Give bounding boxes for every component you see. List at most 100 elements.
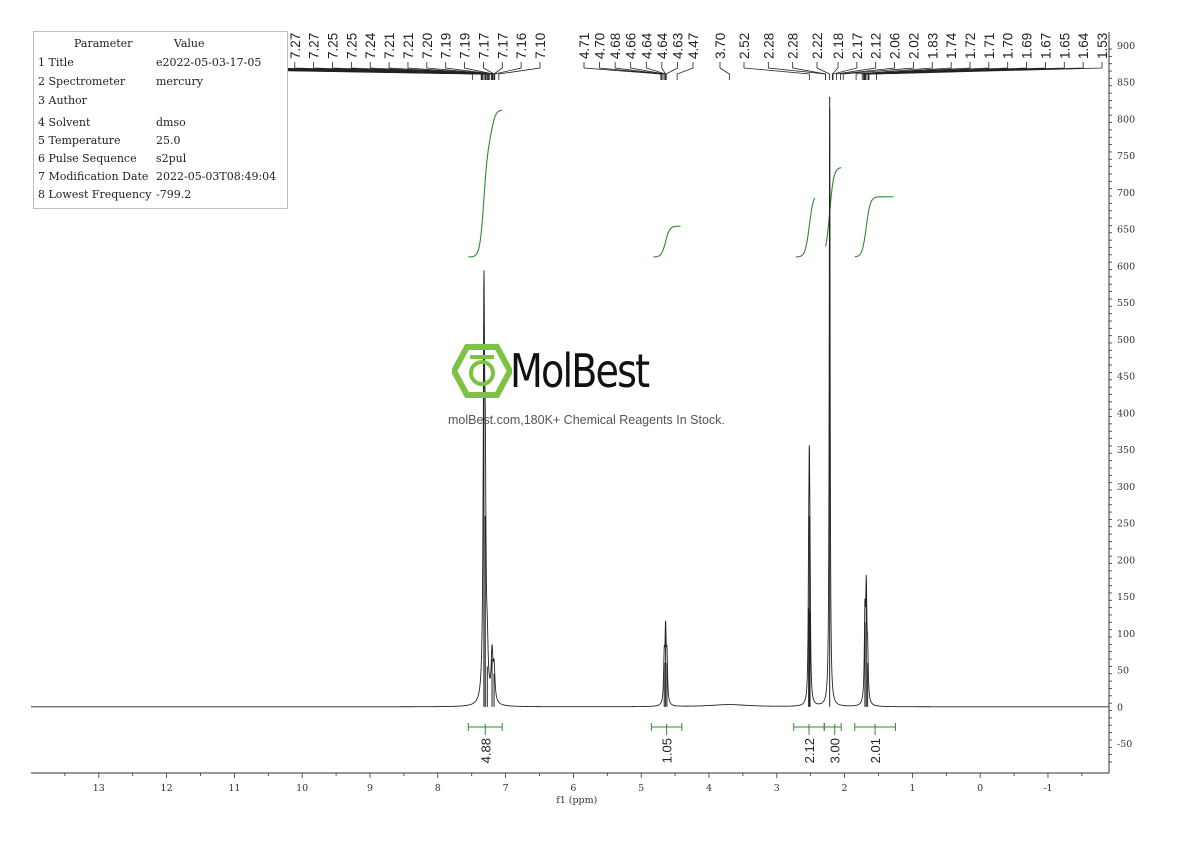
peak-label-leader bbox=[743, 62, 810, 80]
x-tick-label: 1 bbox=[909, 783, 915, 794]
peak-label-leader bbox=[861, 62, 952, 80]
peak-label-leader bbox=[426, 62, 493, 80]
peak-label: 7.10 bbox=[533, 33, 548, 59]
integral-curve bbox=[854, 196, 894, 258]
peak-label: 7.27 bbox=[288, 33, 303, 59]
integral-curve bbox=[795, 197, 816, 258]
peak-label: 7.25 bbox=[326, 33, 341, 59]
x-tick-label: -1 bbox=[1043, 783, 1052, 794]
peak-label: 7.25 bbox=[344, 33, 359, 59]
peak-label: 4.64 bbox=[639, 32, 654, 59]
x-tick-label: 7 bbox=[503, 783, 509, 794]
peak-label-leader bbox=[369, 62, 490, 80]
peak-label: 7.20 bbox=[420, 33, 435, 59]
peak-label: 1.65 bbox=[1057, 33, 1072, 59]
peak-label: 7.27 bbox=[307, 33, 322, 59]
peak-label: 7.19 bbox=[439, 33, 454, 59]
y-tick-label: 400 bbox=[1117, 408, 1135, 419]
x-axis: 13 12 11 10 9 8 7 6 5 4 3 2 1 0 -1f1 (ppm) bbox=[31, 772, 1109, 806]
peak-label: 2.12 bbox=[869, 33, 884, 59]
peak-label: 4.68 bbox=[608, 33, 623, 59]
y-axis: 9008508007507006506005505004504003503002… bbox=[1108, 32, 1135, 773]
y-tick-label: 200 bbox=[1117, 555, 1135, 566]
peak-label: 7.16 bbox=[514, 33, 529, 59]
y-tick-label: 750 bbox=[1117, 151, 1135, 162]
integral-curve bbox=[468, 109, 503, 258]
param-row-title: 1 Title e2022-05-03-17-05 bbox=[38, 56, 262, 69]
value-header: Value bbox=[173, 37, 205, 50]
integral-value: 1.05 bbox=[660, 738, 675, 763]
y-tick-label: 700 bbox=[1117, 188, 1135, 199]
peak-label: 1.64 bbox=[1076, 32, 1091, 59]
y-tick-label: 100 bbox=[1117, 629, 1135, 640]
y-tick-label: -50 bbox=[1117, 739, 1132, 750]
hexagon-logo-icon bbox=[452, 344, 512, 398]
peak-label-leader bbox=[842, 62, 914, 80]
y-tick-label: 650 bbox=[1117, 225, 1135, 236]
y-tick-label: 50 bbox=[1117, 666, 1129, 677]
peak-label-leader bbox=[498, 62, 541, 80]
peak-label-leader bbox=[350, 62, 490, 80]
peak-label: 7.21 bbox=[401, 33, 416, 59]
integral-labels: 4.88 1.05 2.12 3.00 2.01 bbox=[467, 723, 896, 763]
peak-label: 1.83 bbox=[925, 33, 940, 59]
peak-label-leader bbox=[832, 62, 858, 80]
y-tick-label: 0 bbox=[1117, 702, 1123, 713]
peak-label-leader bbox=[831, 62, 839, 80]
peak-label-leader bbox=[583, 62, 662, 80]
y-tick-label: 600 bbox=[1117, 261, 1135, 272]
param-row-solvent: 4 Solvent dmso bbox=[38, 116, 186, 129]
peak-label: 7.17 bbox=[476, 33, 491, 59]
integral-value: 4.88 bbox=[478, 738, 493, 763]
x-tick-label: 6 bbox=[570, 783, 576, 794]
peak-label: 2.28 bbox=[786, 33, 801, 59]
integral-curves bbox=[468, 109, 894, 258]
x-tick-label: 3 bbox=[774, 783, 780, 794]
peak-label-leader bbox=[464, 62, 494, 80]
x-tick-label: 0 bbox=[977, 783, 983, 794]
peak-label: 2.17 bbox=[850, 33, 865, 59]
peak-label: 1.53 bbox=[1095, 33, 1110, 59]
peak-label: 7.24 bbox=[363, 32, 378, 59]
peak-label-leader bbox=[493, 62, 503, 80]
peak-label-leader bbox=[863, 62, 971, 80]
y-tick-label: 850 bbox=[1117, 78, 1135, 89]
param-row-spectrometer: 2 Spectrometer mercury bbox=[38, 75, 203, 88]
peak-label: 1.69 bbox=[1020, 33, 1035, 59]
peak-label: 1.74 bbox=[944, 32, 959, 59]
peak-label-leader bbox=[840, 62, 895, 80]
y-tick-label: 550 bbox=[1117, 298, 1135, 309]
peak-label: 4.63 bbox=[670, 33, 685, 59]
peak-label-leader bbox=[630, 62, 665, 80]
x-tick-label: 9 bbox=[367, 783, 373, 794]
parameter-table-header: Parameter Value bbox=[74, 37, 205, 50]
integral-value: 2.01 bbox=[868, 738, 883, 763]
peak-label: 2.22 bbox=[810, 33, 825, 59]
peak-label: 3.70 bbox=[713, 33, 728, 59]
watermark-tagline: molBest.com,180K+ Chemical Reagents In S… bbox=[448, 413, 725, 427]
brand-name: MolBest bbox=[510, 344, 650, 398]
peak-label: 4.64 bbox=[655, 32, 670, 59]
peak-label: 2.06 bbox=[888, 33, 903, 59]
peak-label: 4.47 bbox=[686, 33, 701, 59]
peak-label: 1.70 bbox=[1001, 33, 1016, 59]
peak-label: 2.28 bbox=[761, 33, 776, 59]
peak-label-leader bbox=[876, 62, 1103, 80]
peak-label-leader bbox=[719, 62, 730, 80]
integral-curve bbox=[653, 225, 681, 258]
integral-curve bbox=[825, 167, 842, 247]
peak-label: 2.18 bbox=[831, 33, 846, 59]
peak-label: 7.19 bbox=[458, 33, 473, 59]
x-tick-label: 2 bbox=[842, 783, 848, 794]
param-row-pulse-sequence: 6 Pulse Sequence s2pul bbox=[38, 152, 187, 165]
x-tick-label: 10 bbox=[296, 783, 308, 794]
peak-label-leader bbox=[407, 62, 492, 80]
peak-label-leader bbox=[855, 62, 933, 80]
peak-label: 1.67 bbox=[1038, 33, 1053, 59]
peak-label-leader bbox=[676, 62, 694, 80]
peak-label-leader bbox=[661, 62, 666, 80]
y-tick-label: 150 bbox=[1117, 592, 1135, 603]
peak-label: 4.70 bbox=[593, 33, 608, 59]
param-row-temperature: 5 Temperature 25.0 bbox=[38, 134, 181, 147]
spectrum-line bbox=[31, 108, 1109, 708]
